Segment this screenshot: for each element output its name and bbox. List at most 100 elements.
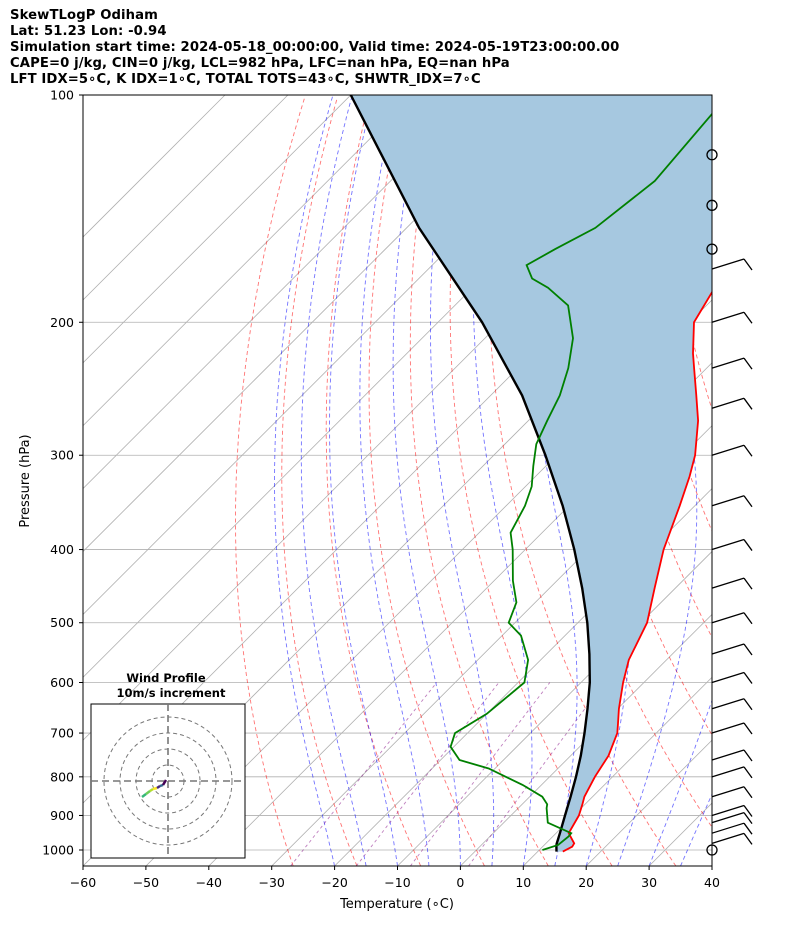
- wind-barb-staff: [711, 812, 745, 824]
- isotherm-line: [83, 95, 414, 427]
- moist-adiabat-line: [617, 95, 698, 866]
- wind-barb-flag: [743, 805, 753, 817]
- wind-barb-flag: [743, 444, 753, 457]
- wind-barb-staff: [711, 786, 745, 798]
- wind-barb-flag: [743, 397, 753, 410]
- wind-barb-flag: [743, 672, 753, 684]
- dry-adiabat-line: [409, 98, 549, 866]
- hodograph-segment: [161, 779, 168, 786]
- wind-barb-staff: [711, 577, 745, 589]
- x-tick-label: 40: [704, 875, 720, 890]
- wind-barb-staff: [711, 258, 745, 270]
- moist-adiabat-line: [430, 95, 495, 866]
- y-tick-label: 100: [50, 88, 74, 103]
- calm-wind-circle: [706, 844, 718, 856]
- x-tick-label: 0: [456, 875, 464, 890]
- temperature-line: [562, 290, 712, 853]
- inset-subtitle: 10m/s increment: [117, 686, 226, 700]
- chart-location-line: Lat: 51.23 Lon: -0.94: [10, 24, 167, 39]
- wind-barb-flag: [743, 698, 753, 711]
- wind-barb-staff: [711, 612, 745, 624]
- inset-title: Wind Profile: [126, 671, 206, 685]
- y-tick-label: 700: [50, 726, 74, 741]
- x-tick-label: −50: [133, 875, 159, 890]
- isotherm-line: [83, 95, 540, 553]
- parcel-profile-line: [349, 95, 592, 852]
- wind-barb-flag: [743, 612, 753, 625]
- y-tick-label: 1000: [42, 843, 74, 858]
- dry-adiabat-line: [729, 99, 794, 866]
- moist-adiabat-line: [274, 95, 336, 866]
- isotherm-line: [83, 95, 289, 301]
- y-axis-label: Pressure (hPa): [18, 434, 33, 527]
- profile-lines: [349, 95, 712, 853]
- y-tick-label: 900: [50, 808, 74, 823]
- wind-barb-staff: [711, 671, 745, 684]
- isotherm-line: [83, 95, 226, 238]
- x-tick-label: 10: [515, 875, 531, 890]
- chart-indices-line-2: LFT IDX=5∘C, K IDX=1∘C, TOTAL TOTS=43∘C,…: [10, 72, 481, 87]
- isotherm-line: [83, 95, 477, 490]
- y-tick-label: 400: [50, 542, 74, 557]
- x-axis-label: Temperature (∘C): [339, 897, 454, 912]
- wind-barb-flag: [743, 577, 753, 590]
- wind-barb-flag: [743, 311, 753, 324]
- wind-barb-flag: [743, 749, 753, 762]
- wind-barb-flag: [743, 643, 753, 656]
- x-tick-label: −20: [321, 875, 347, 890]
- wind-barb-staff: [711, 357, 745, 369]
- wind-barb-staff: [711, 538, 745, 551]
- wind-barbs: [706, 149, 753, 856]
- wind-barb-flag: [743, 766, 753, 779]
- x-tick-label: −10: [384, 875, 410, 890]
- dry-adiabat-line: [368, 98, 485, 866]
- wind-barb-flag: [743, 495, 753, 508]
- x-tick-label: −60: [70, 875, 96, 890]
- hodograph-segment: [156, 784, 161, 790]
- x-tick-label: 20: [578, 875, 594, 890]
- wind-barb-staff: [711, 766, 745, 778]
- wind-barb-flag: [743, 786, 753, 799]
- dry-adiabat-line: [449, 98, 613, 866]
- wind-profile-inset: Wind Profile 10m/s increment: [90, 671, 246, 859]
- axis-ticks: −60 −50 −40 −30 −20 −10 0 10 20 30 40 100 200 300 400 5…: [42, 88, 720, 891]
- wind-barb-staff: [711, 397, 745, 409]
- isotherm-line: [775, 95, 794, 866]
- hodograph-segment: [159, 783, 164, 788]
- wind-barb-flag: [743, 812, 753, 825]
- wind-barb-staff: [711, 722, 745, 734]
- calm-wind-circle: [706, 199, 718, 211]
- isotherm-line: [711, 865, 712, 866]
- isotherm-line: [523, 676, 712, 866]
- calm-wind-circle: [706, 149, 718, 161]
- wind-barb-staff: [711, 311, 745, 323]
- wind-barb-flag: [743, 539, 753, 551]
- hodograph-segment: [149, 787, 154, 793]
- wind-barb-staff: [711, 643, 745, 655]
- dry-adiabat-line: [762, 99, 794, 866]
- isotherm-line: [83, 95, 352, 364]
- mixing-ratio-line: [290, 682, 438, 866]
- cin-shaded-area: [350, 95, 712, 852]
- wind-barb-flag: [743, 822, 753, 835]
- wind-barb-staff: [711, 822, 745, 834]
- isotherm-line: [397, 550, 712, 866]
- calm-wind-circle: [706, 243, 718, 255]
- dry-adiabat-line: [235, 98, 305, 866]
- y-tick-label: 800: [50, 769, 74, 784]
- x-tick-label: 30: [641, 875, 657, 890]
- dry-adiabat-line: [281, 98, 358, 866]
- chart-title-line-1: SkewTLogP Odiham: [10, 8, 158, 23]
- chart-indices-line-1: CAPE=0 j/kg, CIN=0 j/kg, LCL=982 hPa, LF…: [10, 56, 510, 71]
- wind-barb-flag: [743, 258, 753, 271]
- x-tick-label: −30: [259, 875, 285, 890]
- cape-cin-fill: [350, 95, 712, 852]
- wind-barb-flag: [743, 357, 753, 370]
- moist-adiabat-line: [300, 95, 367, 866]
- y-tick-label: 500: [50, 615, 74, 630]
- y-tick-label: 600: [50, 675, 74, 690]
- dry-adiabat-line: [325, 98, 422, 866]
- hodograph-segment: [152, 786, 158, 791]
- y-tick-label: 300: [50, 448, 74, 463]
- mixing-ratio-line: [410, 682, 551, 866]
